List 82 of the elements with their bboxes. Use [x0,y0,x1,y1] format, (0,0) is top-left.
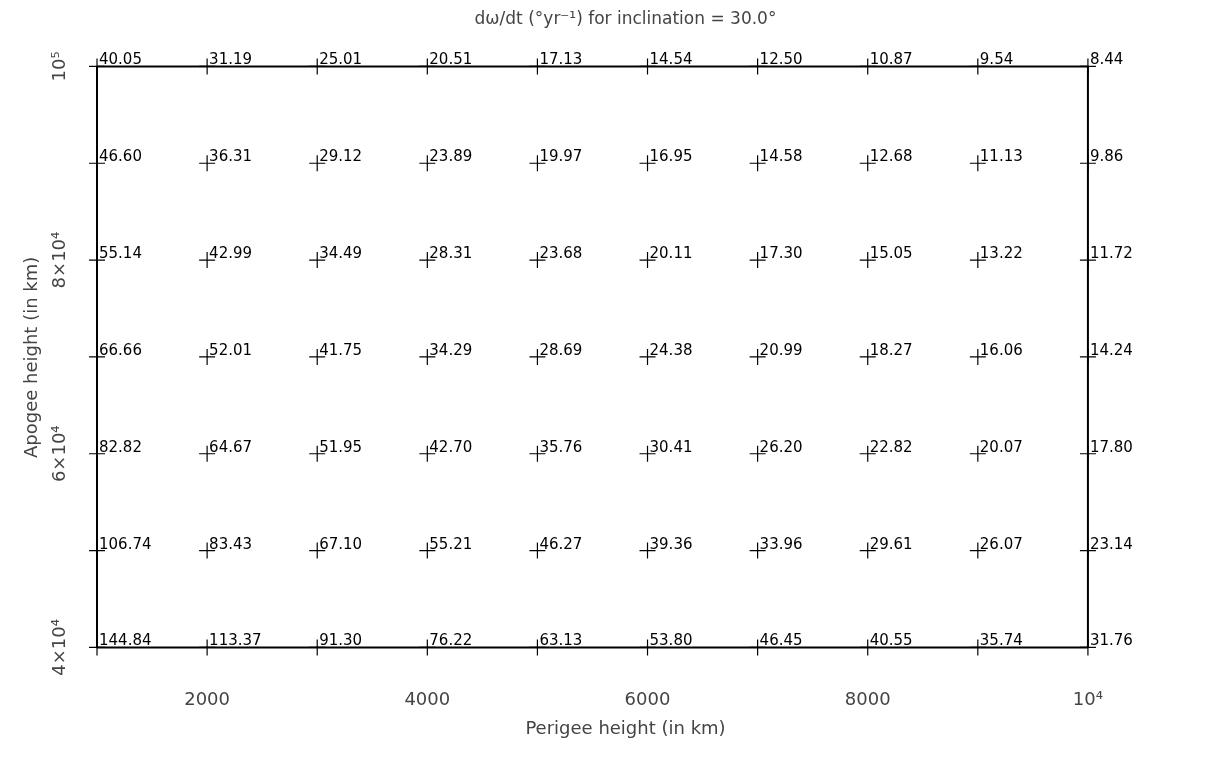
data-label: 91.30 [319,631,363,650]
data-label: 36.31 [209,147,253,166]
data-label: 12.68 [869,147,913,166]
data-label: 51.95 [319,437,363,456]
data-label: 19.97 [539,147,583,166]
x-tick-label: 2000 [184,687,231,709]
data-label: 23.68 [539,244,583,263]
data-label: 29.61 [869,534,913,553]
data-label: 11.72 [1089,244,1133,263]
x-axis-title: Perigee height (in km) [525,716,726,738]
data-label: 53.80 [649,631,693,650]
y-tick-label: 4×10⁴ [48,619,70,676]
data-label: 24.38 [649,340,693,359]
data-label: 34.29 [429,340,473,359]
data-label: 52.01 [209,340,253,359]
chart-title: dω/dt (°yr⁻¹) for inclination = 30.0° [474,7,777,28]
data-label: 64.67 [209,437,253,456]
data-label: 76.22 [429,631,473,650]
data-label: 17.80 [1089,437,1133,456]
data-label: 30.41 [649,437,693,456]
data-label: 35.74 [979,631,1023,650]
data-label: 25.01 [319,50,363,69]
data-label: 42.99 [209,244,253,263]
data-label: 31.76 [1089,631,1133,650]
x-tick-label: 4000 [404,687,451,709]
data-label: 35.76 [539,437,583,456]
data-label: 31.19 [209,50,253,69]
data-label: 66.66 [99,340,142,359]
data-label: 55.14 [99,244,142,263]
data-label: 14.58 [759,147,803,166]
data-label: 33.96 [759,534,803,553]
y-tick-label: 6×10⁴ [48,425,70,483]
data-label: 28.69 [539,340,583,359]
data-label: 26.07 [979,534,1023,553]
y-axis-title: Apogee height (in km) [19,256,41,458]
data-label: 46.27 [539,534,583,553]
data-label: 55.21 [429,534,473,553]
data-label: 39.36 [649,534,693,553]
data-label: 9.86 [1089,147,1124,166]
data-label: 144.84 [99,631,152,650]
data-label: 14.24 [1089,340,1133,359]
data-label: 63.13 [539,631,583,650]
data-label: 28.31 [429,244,473,263]
data-label: 14.54 [649,50,693,69]
data-label: 67.10 [319,534,363,553]
data-label: 40.05 [99,50,142,69]
data-label: 20.99 [759,340,803,359]
data-label: 46.45 [759,631,803,650]
data-label: 113.37 [209,631,262,650]
y-tick-label: 8×10⁴ [48,231,70,289]
data-label: 10.87 [869,50,913,69]
data-label: 17.13 [539,50,583,69]
data-label: 40.55 [869,631,913,650]
x-tick-label: 8000 [844,687,891,709]
data-label: 18.27 [869,340,913,359]
data-label: 11.13 [979,147,1023,166]
data-label: 16.95 [649,147,693,166]
data-label: 46.60 [99,147,142,166]
data-label: 26.20 [759,437,803,456]
data-label: 9.54 [979,50,1014,69]
data-label: 16.06 [979,340,1023,359]
data-label: 82.82 [99,437,142,456]
data-label: 41.75 [319,340,363,359]
data-label: 20.07 [979,437,1023,456]
data-label: 23.89 [429,147,473,166]
x-tick-label: 6000 [624,687,671,709]
data-label: 20.11 [649,244,693,263]
data-label: 17.30 [759,244,803,263]
data-label: 20.51 [429,50,473,69]
data-label: 13.22 [979,244,1023,263]
y-tick-label: 10⁵ [48,51,70,82]
data-label: 83.43 [209,534,253,553]
x-tick-label: 10⁴ [1072,687,1103,709]
data-label: 29.12 [319,147,363,166]
data-label: 23.14 [1089,534,1133,553]
data-label: 15.05 [869,244,913,263]
data-label: 22.82 [869,437,913,456]
data-label: 106.74 [99,534,152,553]
data-label: 42.70 [429,437,473,456]
data-label: 12.50 [759,50,803,69]
data-label: 34.49 [319,244,363,263]
data-label: 8.44 [1089,50,1124,69]
